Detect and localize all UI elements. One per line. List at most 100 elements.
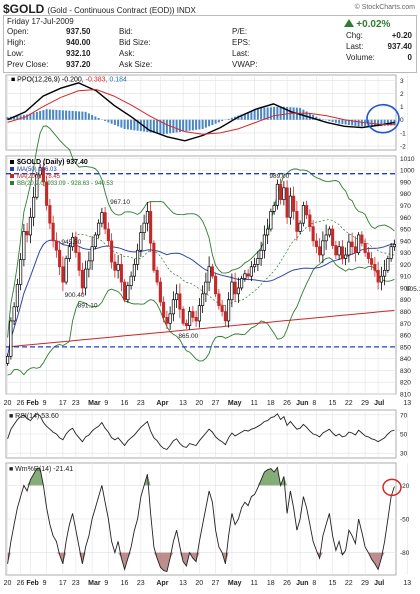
ppo-histogram-bar xyxy=(198,119,201,130)
candle-body xyxy=(171,299,175,315)
ppo-histogram-bar xyxy=(250,111,253,120)
ppo-histogram-bar xyxy=(26,114,29,120)
ppo-histogram-bar xyxy=(276,106,279,120)
candle-body xyxy=(227,299,231,322)
ppo-histogram-bar xyxy=(130,119,133,130)
rsi-tick-label: 50 xyxy=(400,432,408,439)
candle-body xyxy=(256,258,260,265)
ppo-histogram-bar xyxy=(107,119,110,123)
chart-header: $GOLD (Gold - Continuous Contract (EOD))… xyxy=(3,2,417,73)
price-legend-text: $GOLD (Daily) 937.40 xyxy=(17,159,88,166)
ppo-histogram-bar xyxy=(188,119,191,131)
quote-value: 937.20 xyxy=(66,60,91,69)
quote-label: Prev Close: xyxy=(7,60,49,69)
candle-body xyxy=(74,236,78,253)
candle-body xyxy=(61,266,65,283)
candle-body xyxy=(340,246,344,259)
ppo-histogram-bar xyxy=(126,119,129,130)
ppo-line xyxy=(7,82,395,142)
candle-body xyxy=(58,249,62,268)
ppo-histogram-bar xyxy=(351,119,354,126)
candle-body xyxy=(142,222,146,233)
candle-body xyxy=(48,205,52,224)
candle-body xyxy=(132,264,136,277)
williams-x-tick-label: Jul xyxy=(374,580,384,587)
candle-body xyxy=(363,242,367,253)
candle-body xyxy=(152,242,156,271)
ppo-tick-label: 2 xyxy=(400,91,404,98)
candle-body xyxy=(149,211,153,244)
candle-body xyxy=(269,211,273,230)
candle-body xyxy=(51,222,55,242)
ppo-histogram-bar xyxy=(48,109,51,120)
price-tick-label: 850 xyxy=(400,344,411,351)
ppo-tick-label: 1 xyxy=(400,104,404,111)
ppo-histogram-bar xyxy=(136,119,139,131)
ppo-tick-label: -2 xyxy=(400,144,406,151)
ppo-histogram-bar xyxy=(55,109,58,120)
price-x-tick-label: 15 xyxy=(329,400,337,407)
quote-right-label: Chg: xyxy=(346,31,363,40)
ppo-histogram-bar xyxy=(65,110,68,120)
highlight-circle-blue xyxy=(366,103,400,134)
price-x-tick-label: 22 xyxy=(345,400,353,407)
bollinger-lower xyxy=(7,257,395,376)
price-tick-label: 830 xyxy=(400,368,411,375)
candle-body xyxy=(15,284,19,308)
price-panel-frame xyxy=(5,155,397,395)
ppo-tick-label: 3 xyxy=(400,78,404,85)
ppo-histogram-bar xyxy=(360,119,363,127)
price-tick-label: 840 xyxy=(400,356,411,363)
ppo-histogram-bar xyxy=(182,119,185,132)
rsi-tick-label: 70 xyxy=(400,412,408,419)
price-x-tick-label: Apr xyxy=(156,400,168,407)
ppo-histogram-bar xyxy=(178,119,181,133)
ppo-histogram-bar xyxy=(35,111,38,120)
candle-body xyxy=(145,211,149,224)
williams-x-tick-label: 29 xyxy=(361,580,369,587)
ppo-histogram-bar xyxy=(247,112,250,120)
ma200-line xyxy=(7,309,395,348)
ppo-histogram-bar xyxy=(217,119,220,123)
price-x-tick-label: 16 xyxy=(121,400,129,407)
ppo-tick-label: 0 xyxy=(400,117,404,124)
price-tick-label: 910 xyxy=(400,274,411,281)
ppo-histogram-bar xyxy=(32,112,35,120)
price-annotation: 945.50 xyxy=(61,239,81,246)
ppo-histogram-bar xyxy=(156,119,159,134)
ppo-histogram-bar xyxy=(266,107,269,120)
price-annotation: 900.40 xyxy=(65,292,85,299)
ppo-histogram-bar xyxy=(331,119,334,122)
candle-body xyxy=(119,264,123,283)
candle-body xyxy=(45,181,49,206)
price-tick-label: 890 xyxy=(400,297,411,304)
price-x-tick-label: 9 xyxy=(104,400,108,407)
ppo-histogram-bar xyxy=(45,109,48,120)
ppo-histogram-bar xyxy=(260,107,263,120)
williams-x-tick-label: 11 xyxy=(251,580,258,587)
candle-body xyxy=(129,275,133,286)
change-percent: +0.02% xyxy=(356,19,391,30)
williams-x-tick-label: 13 xyxy=(179,580,187,587)
candle-body xyxy=(350,241,354,248)
ppo-histogram-bar xyxy=(123,119,126,129)
rsi-line xyxy=(7,413,395,450)
ppo-histogram-bar xyxy=(91,114,94,120)
ppo-histogram-bar xyxy=(211,119,214,125)
ppo-histogram-bar xyxy=(87,113,90,120)
ppo-histogram-bar xyxy=(162,119,165,135)
price-tick-label: 970 xyxy=(400,203,411,210)
ppo-histogram-bar xyxy=(133,119,136,131)
legend-swatch xyxy=(10,174,14,178)
candle-body xyxy=(279,183,283,200)
candle-body xyxy=(9,320,13,357)
price-tick-label: 900 xyxy=(400,285,411,292)
quote-label: Last: xyxy=(232,49,250,58)
ppo-legend-text: ■ PPO(12,26,9) -0.200, -0.383, 0.184 xyxy=(11,77,127,84)
williams-tick-label: -20 xyxy=(400,483,410,490)
ppo-histogram-bar xyxy=(58,110,61,120)
candle-body xyxy=(90,246,94,262)
ppo-histogram-bar xyxy=(338,119,341,124)
candle-body xyxy=(110,240,114,263)
